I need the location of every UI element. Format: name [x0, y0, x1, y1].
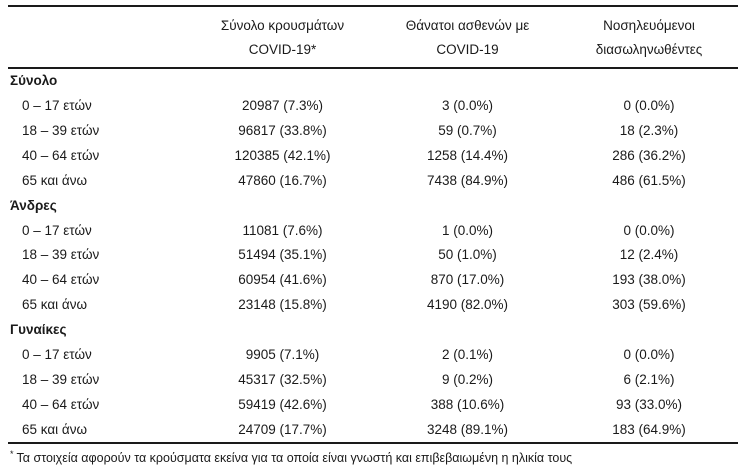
cell-deaths: 9 (0.2%): [441, 371, 494, 387]
row-label: 0 – 17 ετών: [22, 222, 92, 238]
row-label: 65 και άνω: [22, 172, 88, 188]
table-row: 0 – 17 ετών 20987 (7.3%) 3 (0.0%) 0 (0.0…: [8, 94, 738, 119]
footnote-marker: *: [10, 449, 14, 460]
cell-intubated: 0 (0.0%): [623, 222, 675, 238]
cell-cases: 20987 (7.3%): [241, 98, 324, 114]
table-row: 0 – 17 ετών 9905 (7.1%) 2 (0.1%) 0 (0.0%…: [8, 343, 738, 368]
table-row: 65 και άνω 24709 (17.7%) 3248 (89.1%) 18…: [8, 418, 738, 444]
column-header-line: διασωληνωθέντες: [595, 41, 703, 57]
column-header-line: Νοσηλευόμενοι: [603, 18, 695, 33]
table-row: 18 – 39 ετών 51494 (35.1%) 50 (1.0%) 12 …: [8, 243, 738, 268]
row-label: 65 και άνω: [22, 297, 88, 313]
cell-deaths: 50 (1.0%): [438, 247, 497, 263]
column-header-intubated: Νοσηλευόμενοι διασωληνωθέντες: [560, 6, 738, 70]
cell-cases: 51494 (35.1%): [238, 247, 327, 263]
column-header-line: Σύνολο κρουσμάτων: [220, 18, 345, 33]
cell-deaths: 1 (0.0%): [441, 222, 494, 238]
cell-intubated: 183 (64.9%): [612, 421, 686, 437]
column-header-total-cases: Σύνολο κρουσμάτων COVID-19*: [190, 6, 375, 70]
cell-deaths: 7438 (84.9%): [426, 172, 509, 188]
cell-deaths: 3 (0.0%): [441, 98, 494, 114]
row-label: 40 – 64 ετών: [22, 147, 100, 163]
cell-cases: 24709 (17.7%): [238, 421, 327, 437]
row-label: 18 – 39 ετών: [22, 247, 100, 263]
section-title-total: Σύνολο: [10, 73, 58, 89]
row-label: 0 – 17 ετών: [22, 346, 92, 362]
row-label: 40 – 64 ετών: [22, 396, 100, 412]
cell-cases: 11081 (7.6%): [242, 222, 323, 238]
section-header-row: Γυναίκες: [8, 318, 738, 343]
covid-stats-table: Σύνολο κρουσμάτων COVID-19* Θάνατοι ασθε…: [8, 5, 738, 445]
cell-cases: 120385 (42.1%): [234, 147, 331, 163]
cell-intubated: 286 (36.2%): [612, 147, 686, 163]
cell-cases: 59419 (42.6%): [238, 396, 327, 412]
table-row: 40 – 64 ετών 60954 (41.6%) 870 (17.0%) 1…: [8, 268, 738, 293]
table-row: 65 και άνω 47860 (16.7%) 7438 (84.9%) 48…: [8, 169, 738, 194]
section-title-women: Γυναίκες: [10, 322, 67, 337]
table-row: 40 – 64 ετών 120385 (42.1%) 1258 (14.4%)…: [8, 144, 738, 169]
table-row: 18 – 39 ετών 96817 (33.8%) 59 (0.7%) 18 …: [8, 119, 738, 144]
cell-deaths: 388 (10.6%): [430, 396, 505, 412]
table-row: 18 – 39 ετών 45317 (32.5%) 9 (0.2%) 6 (2…: [8, 368, 738, 393]
cell-cases: 23148 (15.8%): [238, 297, 327, 313]
cell-deaths: 3248 (89.1%): [426, 421, 509, 437]
cell-intubated: 6 (2.1%): [623, 371, 675, 387]
cell-deaths: 1258 (14.4%): [426, 147, 509, 163]
cell-intubated: 0 (0.0%): [623, 346, 675, 362]
column-header-deaths: Θάνατοι ασθενών με COVID-19: [375, 6, 560, 70]
cell-intubated: 486 (61.5%): [612, 172, 686, 188]
table-row: 40 – 64 ετών 59419 (42.6%) 388 (10.6%) 9…: [8, 393, 738, 418]
header-row: Σύνολο κρουσμάτων COVID-19* Θάνατοι ασθε…: [8, 6, 738, 70]
cell-cases: 96817 (33.8%): [238, 123, 327, 138]
cell-intubated: 303 (59.6%): [612, 297, 686, 313]
column-header-line: COVID-19*: [248, 41, 317, 57]
cell-deaths: 870 (17.0%): [430, 272, 505, 288]
section-title-men: Άνδρες: [10, 197, 57, 213]
cell-deaths: 2 (0.1%): [441, 346, 494, 362]
cell-intubated: 93 (33.0%): [615, 396, 683, 412]
cell-cases: 9905 (7.1%): [245, 346, 320, 362]
row-label: 0 – 17 ετών: [22, 98, 92, 114]
table-row: 0 – 17 ετών 11081 (7.6%) 1 (0.0%) 0 (0.0…: [8, 219, 738, 244]
cell-intubated: 193 (38.0%): [612, 272, 686, 288]
cell-cases: 60954 (41.6%): [238, 272, 327, 288]
cell-deaths: 4190 (82.0%): [426, 297, 509, 313]
section-header-row: Άνδρες: [8, 194, 738, 219]
cell-deaths: 59 (0.7%): [438, 123, 497, 138]
empty-header-cell: [8, 6, 190, 70]
row-label: 65 και άνω: [22, 421, 88, 437]
cell-intubated: 12 (2.4%): [619, 247, 679, 263]
cell-intubated: 0 (0.0%): [623, 98, 675, 114]
column-header-line: COVID-19: [436, 41, 499, 57]
row-label: 18 – 39 ετών: [22, 371, 100, 387]
cell-cases: 47860 (16.7%): [238, 172, 327, 188]
row-label: 18 – 39 ετών: [22, 123, 100, 138]
footnote: * Τα στοιχεία αφορούν τα κρούσματα εκείνα…: [8, 444, 738, 467]
footnote-text: Τα στοιχεία αφορούν τα κρούσματα εκείνα …: [16, 451, 573, 466]
table-row: 65 και άνω 23148 (15.8%) 4190 (82.0%) 30…: [8, 293, 738, 318]
row-label: 40 – 64 ετών: [22, 272, 100, 288]
column-header-line: Θάνατοι ασθενών με: [405, 18, 530, 33]
cell-cases: 45317 (32.5%): [238, 371, 327, 387]
section-header-row: Σύνολο: [8, 68, 738, 94]
cell-intubated: 18 (2.3%): [619, 123, 679, 138]
